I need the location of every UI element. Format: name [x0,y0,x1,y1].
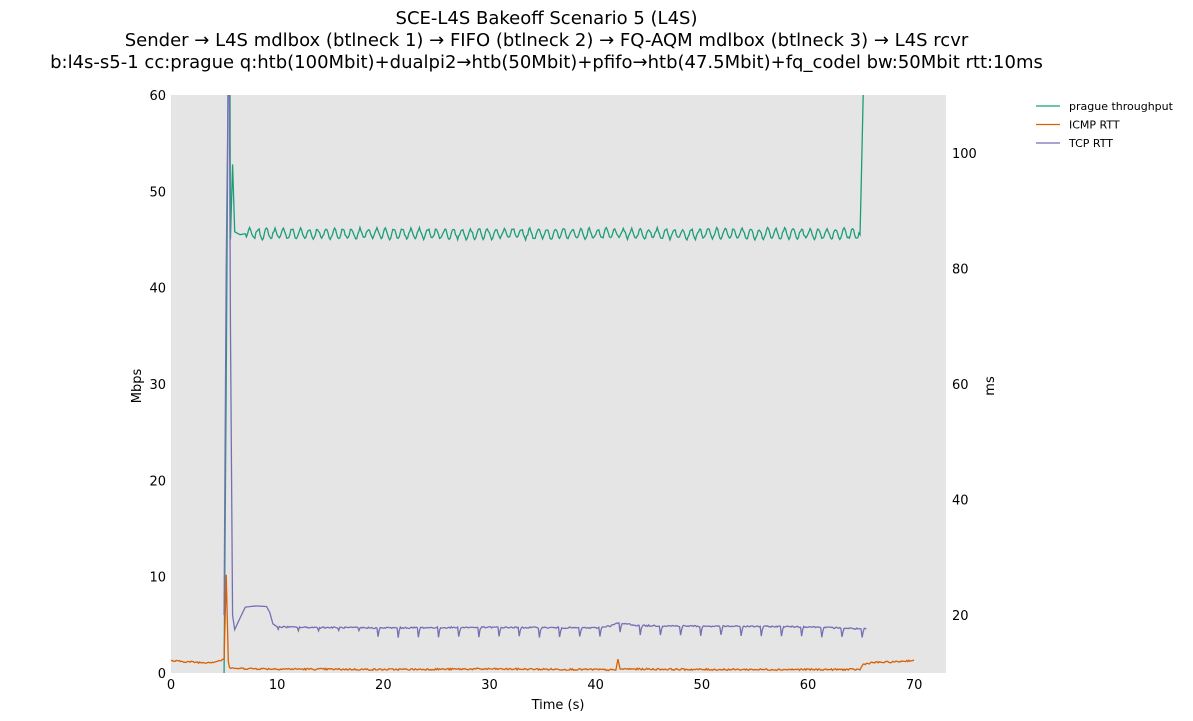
chart-title-line1: SCE-L4S Bakeoff Scenario 5 (L4S) [395,8,698,29]
y-tick-label: 60 [149,89,166,104]
y-tick-label: 10 [149,571,166,586]
chart-title-line3: b:l4s-s5-1 cc:prague q:htb(100Mbit)+dual… [50,52,1043,73]
x-tick-label: 20 [375,678,392,693]
x-axis-label: Time (s) [531,698,585,713]
y2-axis-label: ms [983,376,998,396]
x-tick-label: 30 [481,678,498,693]
y2-tick-label: 60 [952,378,969,393]
x-tick-label: 60 [800,678,817,693]
x-tick-label: 0 [167,678,175,693]
x-tick-label: 40 [587,678,604,693]
chart-title-line2: Sender → L4S mdlbox (btlneck 1) → FIFO (… [124,30,969,51]
x-tick-label: 10 [269,678,286,693]
y-axis-left: 0 10 20 30 40 50 60 [149,89,166,682]
y-tick-label: 30 [149,378,166,393]
x-tick-label: 50 [694,678,711,693]
y-tick-label: 0 [158,667,166,682]
series-line-icmp-rtt [171,574,915,672]
y2-tick-label: 20 [952,609,969,624]
series-line-prague-throughput [223,95,864,673]
y2-tick-label: 40 [952,494,969,509]
series-line-tcp-rtt [223,95,867,638]
y-axis-label: Mbps [130,369,145,404]
legend-entry-label: TCP RTT [1068,137,1113,150]
x-tick-label: 70 [906,678,923,693]
y2-tick-label: 100 [952,147,977,162]
legend: prague throughput ICMP RTT TCP RTT [1036,100,1174,150]
y-axis-right: 20 40 60 80 100 [952,147,977,624]
y2-tick-label: 80 [952,262,969,277]
y-tick-label: 20 [149,474,166,489]
y-tick-label: 40 [149,282,166,297]
legend-entry-label: ICMP RTT [1069,119,1120,132]
plot-area [171,95,946,673]
x-axis: 0 10 20 30 40 50 60 70 [167,678,923,693]
legend-entry-label: prague throughput [1069,100,1174,113]
series-layer [171,95,915,673]
y-tick-label: 50 [149,185,166,200]
